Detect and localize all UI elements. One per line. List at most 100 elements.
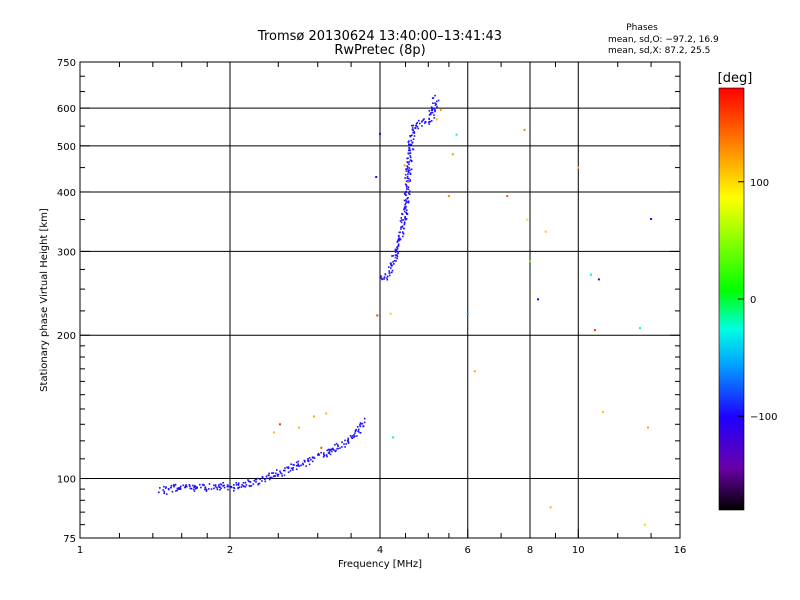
trace-point xyxy=(184,486,186,489)
trace-point xyxy=(264,480,267,483)
trace-point xyxy=(279,470,281,472)
trace-point xyxy=(388,274,391,277)
trace-point xyxy=(337,444,339,446)
phases-x-stats: mean, sd,X: 87.2, 25.5 xyxy=(608,46,710,56)
trace-point xyxy=(163,492,165,495)
trace-point xyxy=(410,160,413,163)
trace-point xyxy=(408,152,411,155)
trace-point xyxy=(218,486,221,488)
trace-point xyxy=(409,143,411,146)
trace-point xyxy=(297,463,299,466)
trace-point xyxy=(230,486,233,489)
trace-point xyxy=(399,238,402,241)
trace-point xyxy=(210,488,213,490)
scatter-point xyxy=(643,523,646,526)
trace-point xyxy=(409,149,411,152)
trace-point xyxy=(411,124,413,127)
trace-point xyxy=(405,205,407,208)
scatter-point xyxy=(439,108,442,111)
trace-point xyxy=(406,213,408,215)
trace-point xyxy=(308,463,311,466)
trace-point xyxy=(300,464,302,467)
trace-point xyxy=(410,168,413,171)
trace-point xyxy=(424,121,427,123)
colorbar-tick-label: 100 xyxy=(750,178,769,189)
trace-point xyxy=(431,107,434,109)
trace-point xyxy=(406,201,408,203)
scatter-point xyxy=(639,327,641,330)
trace-point xyxy=(401,225,404,227)
trace-point xyxy=(398,237,400,239)
scatter-point xyxy=(455,133,458,136)
trace-point xyxy=(415,124,417,127)
trace-point xyxy=(428,117,430,120)
trace-point xyxy=(414,127,416,129)
trace-point xyxy=(391,271,393,274)
trace-point xyxy=(429,113,432,116)
trace-point xyxy=(423,118,425,120)
trace-point xyxy=(226,484,229,486)
trace-point xyxy=(434,109,436,112)
trace-point xyxy=(192,484,194,487)
trace-point xyxy=(158,491,160,494)
trace-point xyxy=(408,177,410,180)
y-tick-label: 750 xyxy=(57,58,76,69)
trace-point xyxy=(411,142,414,144)
scatter-point xyxy=(392,436,395,439)
trace-point xyxy=(269,476,272,479)
trace-point xyxy=(408,146,410,149)
trace-point xyxy=(268,472,270,475)
trace-point xyxy=(396,247,399,250)
trace-point xyxy=(199,483,201,486)
trace-point xyxy=(406,209,408,211)
trace-point xyxy=(216,486,218,489)
scatter-point xyxy=(589,273,592,276)
trace-point xyxy=(353,436,355,439)
trace-point xyxy=(162,489,164,491)
trace-point xyxy=(407,188,410,190)
y-tick-label: 200 xyxy=(57,331,76,342)
scatter-point xyxy=(407,180,410,183)
trace-point xyxy=(208,488,210,490)
trace-point xyxy=(386,278,389,281)
trace-point xyxy=(407,152,409,155)
trace-point xyxy=(435,103,437,105)
trace-point xyxy=(214,484,217,486)
trace-point xyxy=(343,443,345,445)
trace-point xyxy=(397,239,399,241)
trace-point xyxy=(347,437,349,440)
trace-point xyxy=(417,127,419,130)
trace-point xyxy=(173,484,176,487)
trace-point xyxy=(406,185,408,187)
trace-point xyxy=(334,450,337,453)
trace-point xyxy=(335,449,337,452)
trace-point xyxy=(216,488,219,491)
trace-point xyxy=(235,482,237,484)
trace-point xyxy=(416,125,419,128)
trace-point xyxy=(318,454,320,456)
trace-point xyxy=(431,111,434,114)
trace-point xyxy=(405,212,408,214)
trace-point xyxy=(258,482,261,485)
scatter-point xyxy=(379,132,381,135)
phases-o-stats: mean, sd,O: −97.2, 16.9 xyxy=(608,35,719,45)
trace-point xyxy=(408,167,411,169)
trace-point xyxy=(429,120,431,123)
trace-point xyxy=(409,159,412,161)
trace-point xyxy=(280,472,283,475)
scatter-point xyxy=(313,415,316,418)
trace-point xyxy=(195,486,198,489)
trace-point xyxy=(242,482,245,484)
trace-point xyxy=(383,276,386,278)
scatter-point xyxy=(376,314,379,317)
trace-point xyxy=(165,486,167,488)
trace-point xyxy=(400,217,402,219)
trace-point xyxy=(289,470,292,472)
trace-point xyxy=(415,122,418,125)
trace-point xyxy=(388,272,391,274)
trace-point xyxy=(390,265,393,267)
trace-point xyxy=(409,193,411,196)
trace-point xyxy=(400,221,403,224)
trace-point xyxy=(332,447,334,450)
trace-point xyxy=(311,460,314,463)
